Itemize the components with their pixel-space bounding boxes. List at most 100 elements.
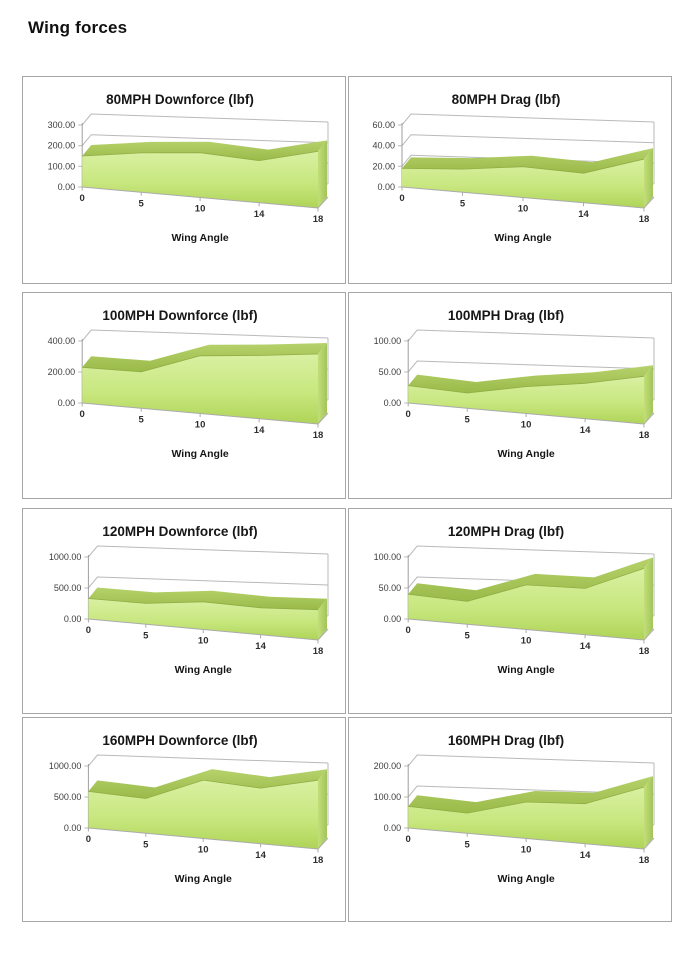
gridline [398, 113, 655, 126]
y-axis-tick-label: 0.00 [384, 614, 402, 624]
gridline [404, 785, 655, 798]
area-top-ribbon [408, 365, 653, 393]
y-axis-tick-label: 0.00 [384, 823, 402, 833]
area-series [88, 587, 328, 640]
y-axis-tick-label: 100.00 [374, 792, 402, 802]
area-front-face [88, 780, 319, 849]
area-series [82, 343, 327, 424]
x-axis-tick-label: 10 [198, 636, 209, 647]
x-axis-title: Wing Angle [494, 232, 551, 244]
x-axis-tick-label: 14 [255, 641, 266, 652]
chart-panel[interactable]: 120MPH Downforce (lbf) 0.00 500.00 1000.00… [22, 508, 346, 714]
x-axis-tick-label: 0 [80, 193, 85, 204]
x-axis-tick-label: 5 [465, 414, 471, 425]
chart-title: 120MPH Downforce (lbf) [102, 524, 257, 539]
floor [407, 402, 655, 428]
x-axis-tick-label: 18 [639, 214, 650, 225]
x-axis-tick-label: 14 [255, 850, 266, 861]
x-axis-tick-label: 18 [639, 430, 650, 441]
y-axis-tick-label: 0.00 [64, 614, 82, 624]
area-end-cap [318, 343, 327, 424]
area-front-face [88, 598, 319, 640]
x-axis-tick-label: 14 [254, 425, 265, 436]
y-axis-tick-label: 0.00 [58, 182, 76, 192]
gridline [78, 134, 329, 147]
x-axis-tick-label: 10 [195, 204, 206, 215]
y-axis-tick-label: 400.00 [48, 336, 76, 346]
x-axis-tick-label: 10 [521, 636, 532, 647]
area-top-edge-line [408, 568, 645, 602]
y-axis-tick-label: 200.00 [48, 367, 76, 377]
x-axis-tick-label: 5 [465, 839, 471, 850]
chart-panel[interactable]: 100MPH Downforce (lbf) 0.00 200.00 400.00 … [22, 292, 346, 499]
x-axis-tick-label: 10 [518, 204, 529, 215]
x-axis-tick-label: 18 [639, 646, 650, 657]
area-chart-svg: 100MPH Drag (lbf) 0.00 50.00 100.00 0 5 10 14… [374, 308, 655, 460]
area-series [408, 557, 653, 640]
area-chart-svg: 80MPH Downforce (lbf) 0.00 100.00 200.00 30… [48, 92, 329, 244]
y-axis-tick-label: 50.00 [379, 583, 402, 593]
area-end-cap [644, 557, 653, 640]
y-axis-tick-label: 500.00 [54, 792, 82, 802]
area-top-ribbon [408, 776, 653, 814]
area-end-cap [318, 140, 327, 208]
area-chart-svg: 160MPH Downforce (lbf) 0.00 500.00 1000.00… [49, 733, 329, 885]
x-axis-tick-label: 0 [406, 625, 411, 636]
x-axis-tick-label: 10 [521, 420, 532, 431]
chart-panel[interactable]: 160MPH Downforce (lbf) 0.00 500.00 1000.00… [22, 717, 346, 922]
area-top-ribbon [408, 557, 653, 602]
chart-title: 160MPH Downforce (lbf) [102, 733, 257, 748]
area-top-edge-line [88, 598, 319, 611]
area-front-face [82, 151, 318, 208]
chart-panel[interactable]: 100MPH Drag (lbf) 0.00 50.00 100.00 0 5 10 14… [348, 292, 672, 499]
x-axis-tick-label: 0 [406, 409, 411, 420]
x-axis-tick-label: 14 [580, 850, 591, 861]
chart-title: 160MPH Drag (lbf) [448, 733, 564, 748]
y-axis-tick-label: 100.00 [374, 552, 402, 562]
x-axis-title: Wing Angle [497, 664, 554, 676]
y-axis-tick-label: 0.00 [64, 823, 82, 833]
x-axis-title: Wing Angle [171, 232, 228, 244]
x-axis-tick-label: 5 [139, 198, 145, 209]
area-end-cap [644, 148, 653, 208]
x-axis-title: Wing Angle [497, 873, 554, 885]
x-axis-tick-label: 18 [313, 430, 324, 441]
area-top-ribbon [88, 769, 328, 799]
charts-grid: 80MPH Downforce (lbf) 0.00 100.00 200.00 30… [22, 76, 676, 936]
chart-title: 100MPH Downforce (lbf) [102, 308, 257, 323]
x-axis-tick-label: 5 [465, 630, 471, 641]
y-axis-tick-label: 100.00 [48, 161, 76, 171]
floor [87, 827, 329, 853]
chart-panel[interactable]: 120MPH Drag (lbf) 0.00 50.00 100.00 0 5 10 14… [348, 508, 672, 714]
area-top-edge-line [408, 375, 645, 394]
gridline [404, 329, 655, 342]
x-axis-title: Wing Angle [175, 664, 232, 676]
area-chart-svg: 100MPH Downforce (lbf) 0.00200.00400.00 … [48, 308, 329, 460]
floor [81, 402, 329, 428]
x-axis-tick-label: 10 [198, 845, 209, 856]
area-end-cap [318, 769, 327, 849]
gridline [404, 754, 655, 767]
x-axis-title: Wing Angle [171, 448, 228, 460]
chart-title: 80MPH Downforce (lbf) [106, 92, 254, 107]
gridline [84, 576, 329, 589]
area-front-face [402, 159, 644, 208]
x-axis-tick-label: 14 [254, 209, 265, 220]
x-axis-tick-label: 10 [195, 420, 206, 431]
chart-panel[interactable]: 160MPH Drag (lbf) 0.00 100.00 200.00 0 5 10 1… [348, 717, 672, 922]
x-axis-tick-label: 0 [80, 409, 85, 420]
floor [407, 827, 655, 853]
chart-title: 120MPH Drag (lbf) [448, 524, 564, 539]
y-axis-tick-label: 300.00 [48, 120, 76, 130]
y-axis-tick-label: 20.00 [372, 161, 395, 171]
chart-title: 80MPH Drag (lbf) [452, 92, 561, 107]
area-top-edge-line [82, 353, 319, 373]
area-chart-svg: 120MPH Downforce (lbf) 0.00 500.00 1000.00… [49, 524, 329, 676]
chart-panel[interactable]: 80MPH Drag (lbf) 0.00 20.00 40.00 60.00 0 5 1… [348, 76, 672, 284]
page-title: Wing forces [28, 18, 128, 37]
area-top-ribbon [82, 140, 327, 161]
x-axis-title: Wing Angle [497, 448, 554, 460]
area-front-face [408, 376, 644, 424]
gridline [78, 329, 329, 342]
chart-panel[interactable]: 80MPH Downforce (lbf) 0.00 100.00 200.00 30… [22, 76, 346, 284]
